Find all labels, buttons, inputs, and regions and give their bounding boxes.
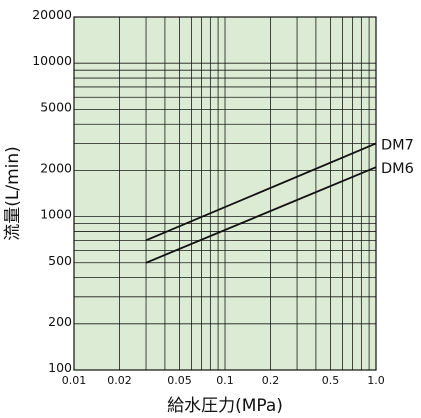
series-label-dm6: DM6 bbox=[381, 161, 414, 177]
y-tick-label: 20000 bbox=[32, 7, 72, 22]
x-axis-label: 給水圧力(MPa) bbox=[167, 396, 283, 416]
y-tick-label: 10000 bbox=[32, 53, 72, 68]
grid-lines bbox=[74, 17, 376, 370]
y-tick-labels: 100 200 500 1000 2000 5000 10000 20000 bbox=[32, 7, 72, 375]
series-line-dm6 bbox=[145, 166, 377, 264]
y-tick-label: 100 bbox=[48, 360, 72, 375]
x-tick-label: 0.02 bbox=[107, 374, 132, 387]
y-tick-label: 5000 bbox=[40, 99, 72, 114]
y-tick-label: 2000 bbox=[40, 160, 72, 175]
x-tick-label: 1.0 bbox=[367, 374, 385, 387]
series-label-dm7: DM7 bbox=[381, 137, 414, 153]
series-line-dm7 bbox=[145, 142, 377, 242]
y-tick-label: 1000 bbox=[40, 207, 72, 222]
y-tick-label: 200 bbox=[48, 314, 72, 329]
series-group: DM7 DM6 bbox=[145, 137, 414, 264]
plot-frame bbox=[73, 16, 377, 371]
x-tick-label: 0.2 bbox=[262, 374, 280, 387]
x-tick-labels: 0.01 0.02 0.05 0.1 0.2 0.5 1.0 bbox=[62, 374, 385, 387]
y-tick-label: 500 bbox=[48, 253, 72, 268]
x-tick-label: 0.1 bbox=[216, 374, 234, 387]
x-tick-label: 0.5 bbox=[322, 374, 340, 387]
x-tick-label: 0.01 bbox=[62, 374, 87, 387]
x-tick-label: 0.05 bbox=[167, 374, 192, 387]
y-axis-label: 流量(L/min) bbox=[3, 146, 23, 241]
